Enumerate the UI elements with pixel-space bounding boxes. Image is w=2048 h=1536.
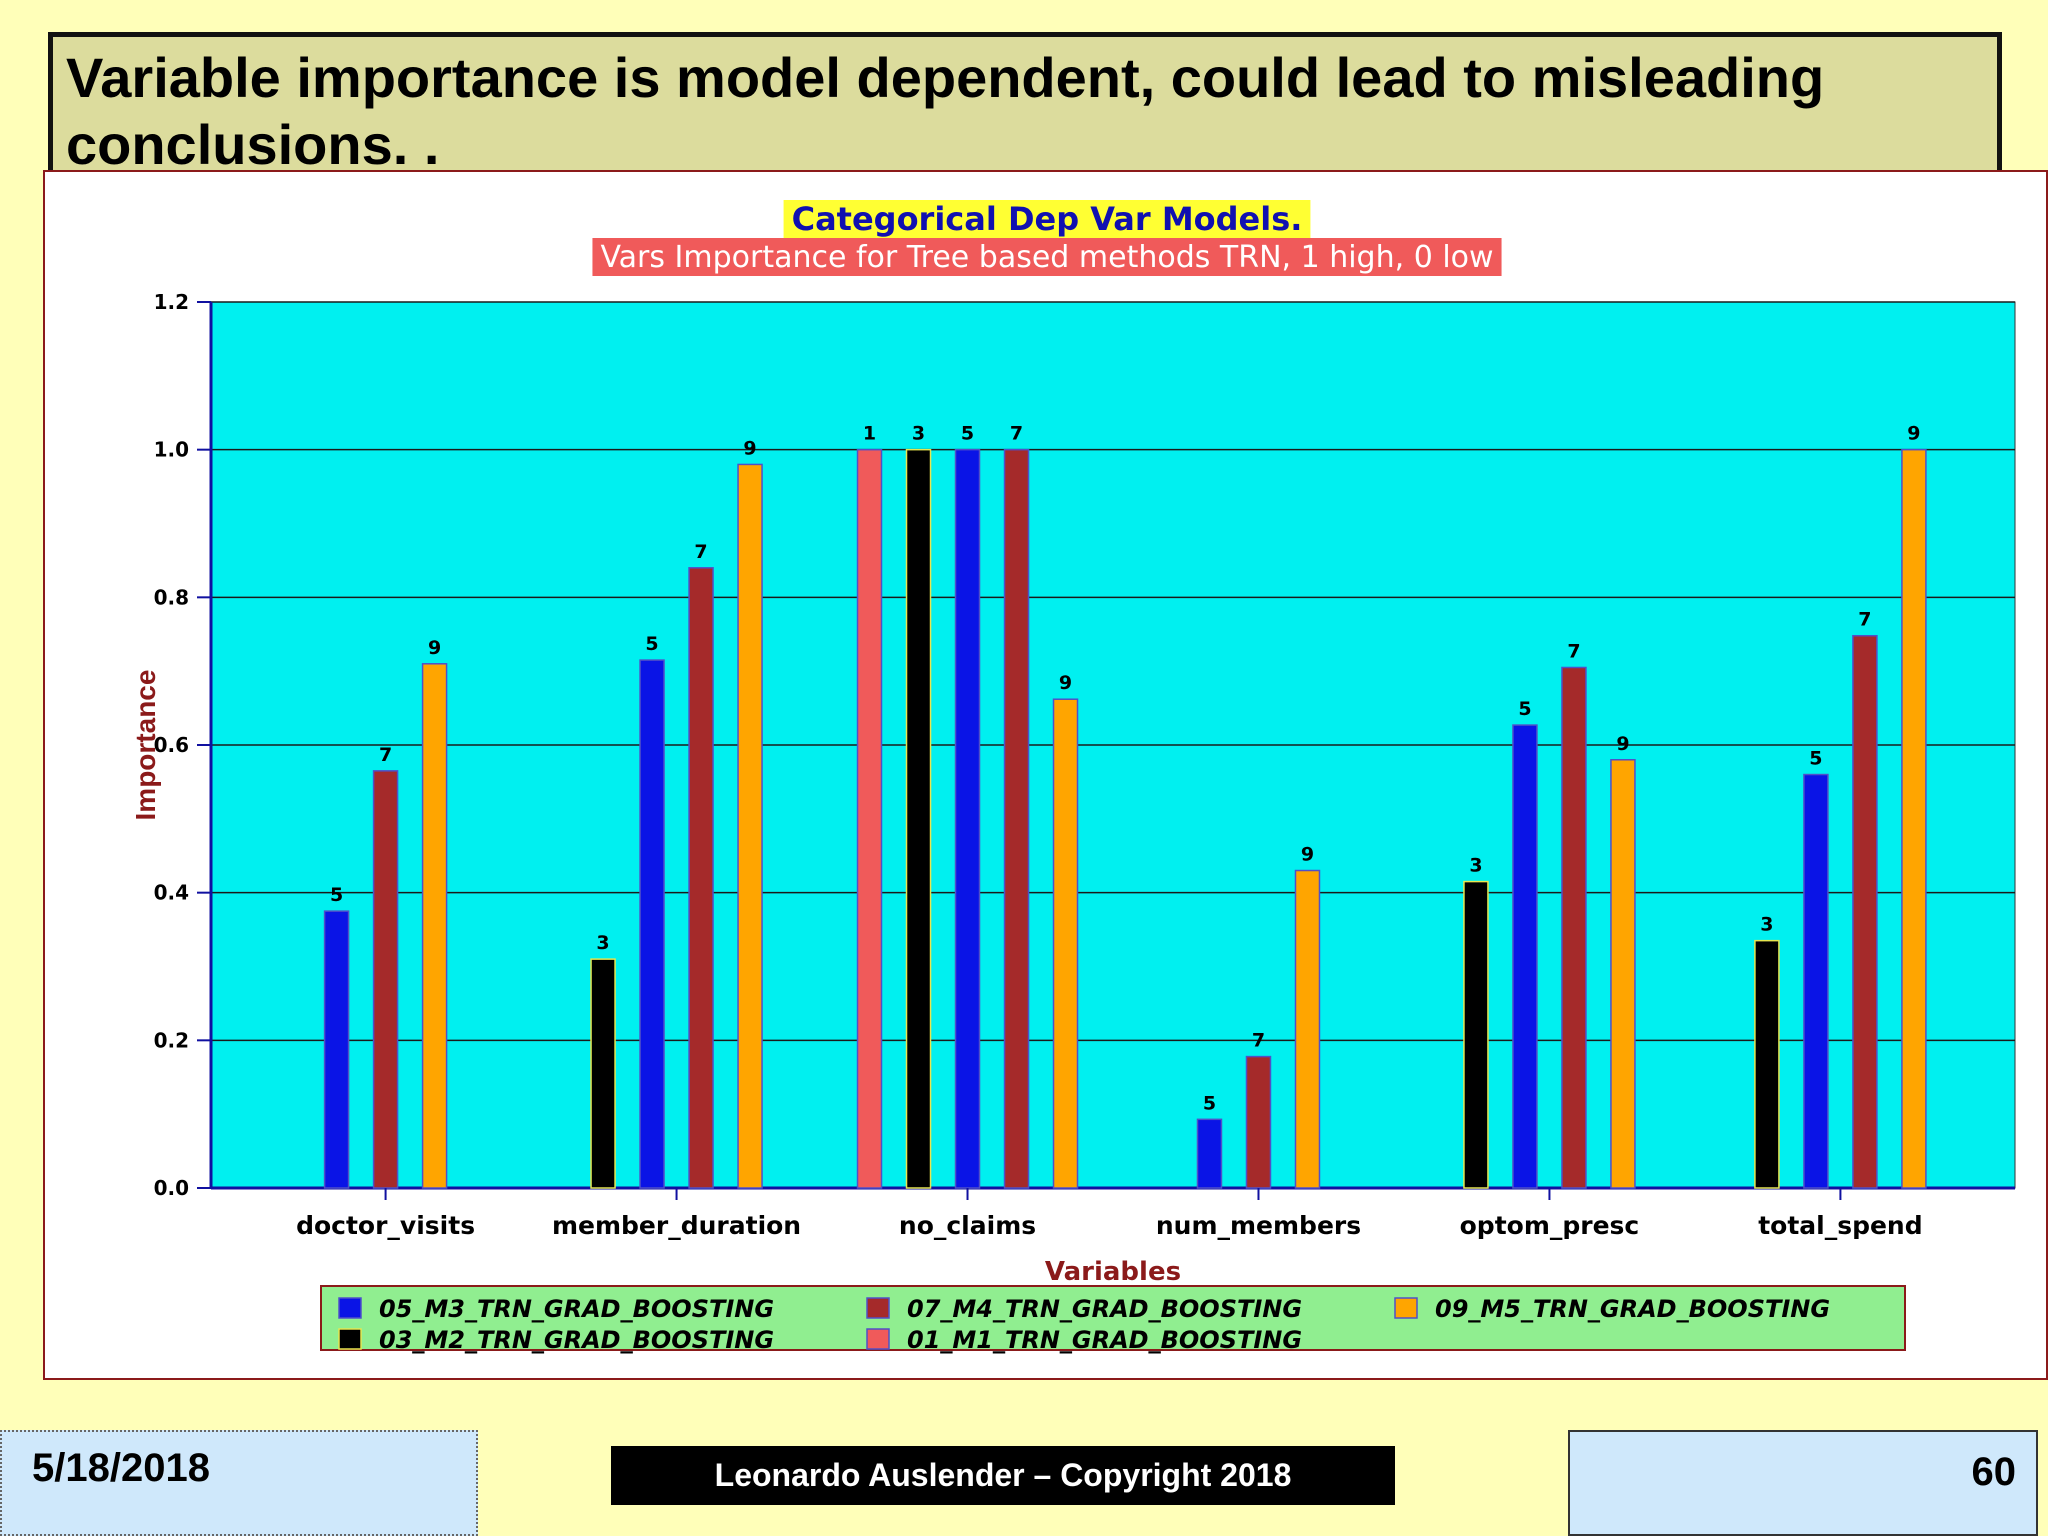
data-label: 7	[1252, 1030, 1265, 1052]
bar-total_spend-5	[1803, 773, 1829, 1189]
y-tick-label: 0.0	[154, 1176, 189, 1200]
bar-doctor_visits-7	[372, 770, 399, 1189]
slide-title: Variable importance is model dependent, …	[66, 46, 1825, 176]
legend-label: 05_M3_TRN_GRAD_BOOSTING	[379, 1295, 774, 1323]
footer-copyright: Leonardo Auslender – Copyright 2018	[714, 1457, 1292, 1493]
chart-subtitle: Vars Importance for Tree based methods T…	[600, 240, 1493, 275]
legend-label: 03_M2_TRN_GRAD_BOOSTING	[379, 1326, 774, 1354]
data-label: 9	[1907, 423, 1920, 445]
bar-total_spend-7	[1852, 634, 1878, 1189]
x-tick-label: num_members	[1156, 1211, 1361, 1240]
data-label: 9	[1301, 844, 1314, 866]
data-label: 7	[1567, 640, 1580, 662]
y-tick-label: 0.8	[154, 585, 189, 609]
chart-title-highlight	[783, 200, 1311, 238]
legend-label: 01_M1_TRN_GRAD_BOOSTING	[907, 1326, 1302, 1354]
chart-panel: Categorical Dep Var Models. Vars Importan…	[43, 170, 2048, 1380]
legend-swatch	[338, 1297, 362, 1319]
y-axis-label: Importance	[130, 670, 161, 821]
legend-label: 07_M4_TRN_GRAD_BOOSTING	[907, 1295, 1302, 1323]
x-tick-label: doctor_visits	[296, 1211, 475, 1240]
data-label: 3	[1760, 914, 1773, 936]
bar-no_claims-1	[856, 448, 883, 1189]
bar-total_spend-3	[1754, 939, 1780, 1189]
bar-no_claims-5	[954, 448, 981, 1189]
bar-total_spend-9	[1901, 448, 1927, 1189]
chart-title: Categorical Dep Var Models.	[792, 200, 1303, 238]
y-tick-label: 0.2	[154, 1028, 189, 1052]
chart-subtitle-highlight	[592, 238, 1502, 276]
data-label: 7	[1010, 423, 1023, 445]
bar-num_members-5	[1196, 1118, 1223, 1189]
bar-member_duration-7	[688, 567, 714, 1189]
data-label: 5	[961, 423, 974, 445]
x-tick-label: optom_presc	[1460, 1211, 1640, 1240]
data-label: 3	[912, 423, 925, 445]
bar-num_members-7	[1245, 1055, 1272, 1189]
bar-doctor_visits-9	[421, 663, 448, 1189]
footer-copyright-box: Leonardo Auslender – Copyright 2018	[611, 1446, 1395, 1505]
footer-date: 5/18/2018	[32, 1446, 210, 1490]
data-label: 9	[1059, 672, 1072, 694]
data-label: 5	[1809, 748, 1822, 770]
footer-date-box: 5/18/2018	[0, 1430, 478, 1536]
data-label: 9	[1616, 733, 1629, 755]
footer-page-box: 60	[1568, 1430, 2038, 1536]
y-tick-label: 1.2	[154, 290, 189, 314]
data-label: 3	[596, 932, 609, 954]
y-tick-label: 0.4	[154, 881, 189, 905]
legend-label: 09_M5_TRN_GRAD_BOOSTING	[1435, 1295, 1830, 1323]
bar-optom_presc-7	[1561, 666, 1587, 1189]
data-label: 5	[1203, 1092, 1216, 1114]
title-box	[48, 32, 2002, 180]
bar-no_claims-7	[1003, 448, 1030, 1189]
legend-swatch	[866, 1297, 890, 1319]
data-label: 7	[694, 541, 707, 563]
bar-optom_presc-3	[1463, 880, 1489, 1189]
data-label: 7	[1858, 609, 1871, 631]
x-axis-label: Variables	[1045, 1257, 1181, 1287]
x-tick-label: no_claims	[899, 1211, 1036, 1240]
bar-member_duration-3	[590, 958, 616, 1189]
y-tick-label: 0.6	[154, 733, 189, 757]
legend-swatch	[1394, 1297, 1418, 1319]
bar-num_members-9	[1294, 869, 1321, 1189]
data-label: 5	[330, 884, 343, 906]
bar-no_claims-3	[905, 448, 932, 1189]
data-label: 9	[428, 637, 441, 659]
data-label: 5	[645, 633, 658, 655]
bar-doctor_visits-5	[323, 910, 350, 1189]
x-tick-label: member_duration	[552, 1211, 801, 1240]
data-label: 3	[1469, 855, 1482, 877]
data-label: 5	[1518, 698, 1531, 720]
data-label: 9	[743, 437, 756, 459]
data-label: 1	[863, 423, 876, 445]
page-number: 60	[1971, 1450, 2017, 1494]
bar-optom_presc-9	[1610, 759, 1636, 1189]
bar-chart: Categorical Dep Var Models.Vars Importan…	[130, 200, 2016, 1354]
bar-optom_presc-5	[1512, 724, 1538, 1189]
y-tick-label: 1.0	[154, 438, 189, 462]
bar-no_claims-9	[1052, 698, 1079, 1189]
data-label: 7	[379, 744, 392, 766]
legend	[320, 1285, 1906, 1351]
x-tick-label: total_spend	[1758, 1211, 1922, 1240]
legend-swatch	[866, 1328, 890, 1350]
bar-member_duration-5	[639, 659, 665, 1189]
bar-member_duration-9	[737, 463, 763, 1189]
legend-swatch	[338, 1328, 362, 1350]
